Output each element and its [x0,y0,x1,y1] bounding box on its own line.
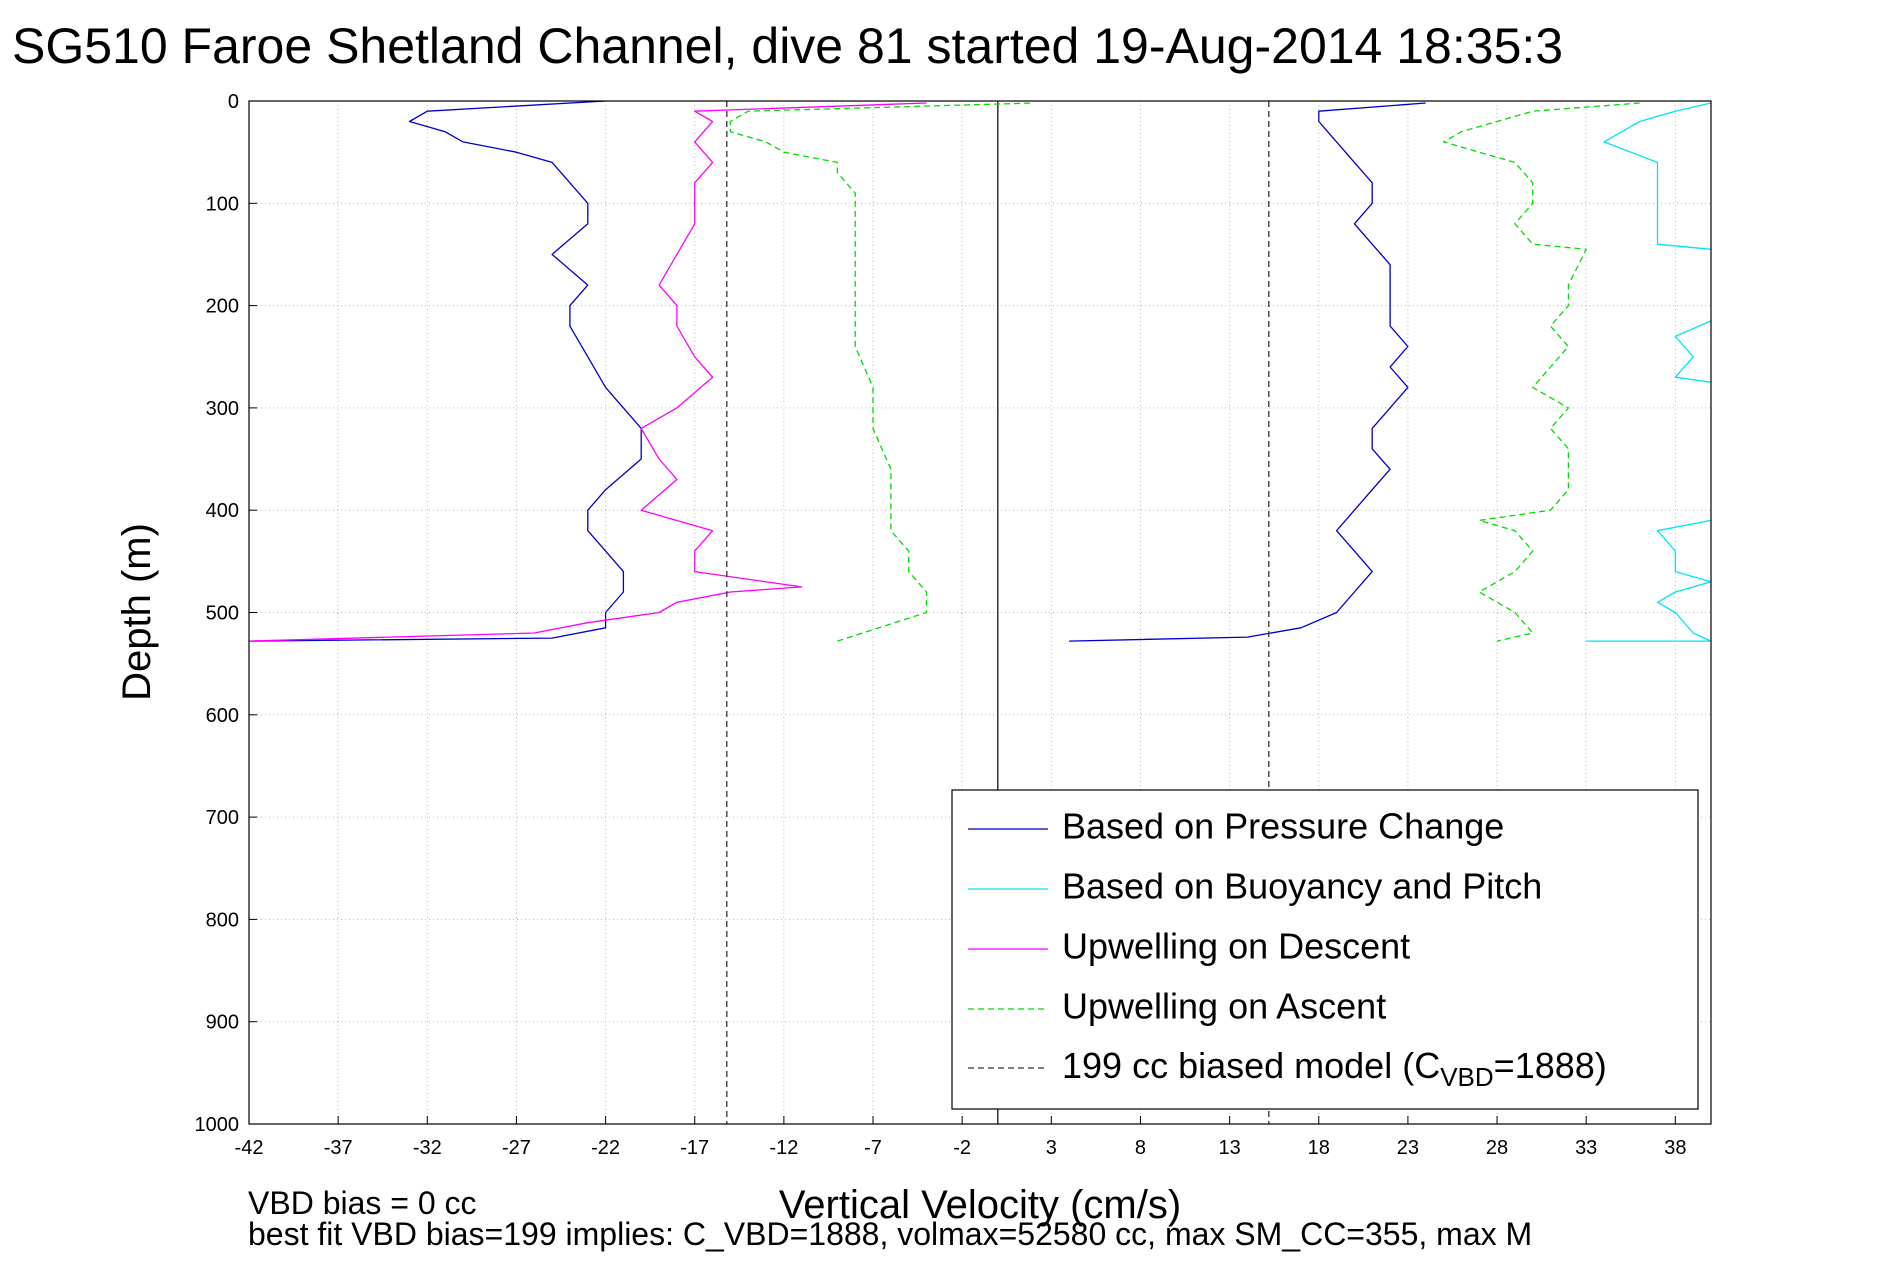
legend-label-2: Upwelling on Descent [1062,926,1410,967]
series-2 [249,102,927,642]
y-tick-label-0: 0 [228,91,239,113]
x-tick-label-1: -37 [324,1137,353,1159]
y-tick-label-5: 500 [206,603,239,625]
x-tick-label-10: 8 [1135,1137,1146,1159]
y-tick-label-3: 300 [206,398,239,420]
y-tick-label-2: 200 [206,296,239,318]
legend-label-3: Upwelling on Ascent [1062,986,1386,1027]
y-tick-label-4: 400 [206,500,239,522]
footer-line-2: best fit VBD bias=199 implies: C_VBD=188… [248,1216,1532,1252]
legend-bias-suffix: =1888) [1494,1045,1607,1086]
series-1-segment-0 [1603,102,1711,250]
x-tick-label-5: -17 [680,1137,709,1159]
x-tick-label-14: 28 [1486,1137,1508,1159]
x-tick-label-3: -27 [502,1137,531,1159]
legend-box [951,789,1699,1110]
y-tick-label-8: 800 [206,909,239,931]
series-2-segment-0 [249,102,927,642]
series-0 [249,101,1426,642]
x-tick-label-13: 23 [1397,1137,1419,1159]
chart-title: SG510 Faroe Shetland Channel, dive 81 st… [12,18,1563,74]
legend-bias-subscript: VBD [1440,1062,1493,1092]
series-1-segment-2 [1656,519,1711,642]
legend-label-0: Based on Pressure Change [1062,806,1504,847]
plot-area [249,101,1711,1124]
y-axis-label: Depth (m) [115,523,159,701]
y-tick-label-7: 700 [206,807,239,829]
x-axis-label: Vertical Velocity (cm/s) [779,1183,1181,1227]
x-tick-label-9: 3 [1046,1137,1057,1159]
x-tick-label-2: -32 [413,1137,442,1159]
series-0-segment-1 [1069,102,1426,642]
x-tick-label-7: -7 [864,1137,882,1159]
footer-line-1: VBD bias = 0 cc [248,1185,477,1221]
x-tick-label-8: -2 [953,1137,971,1159]
series-3-segment-0 [729,102,1034,642]
y-axis-ticks: 0 100 200 300 400 500 600 700 800 900 1000 [195,91,257,1136]
series-3 [729,102,1640,642]
legend-bias-prefix: 199 cc biased model (C [1062,1045,1440,1086]
x-tick-label-6: -12 [769,1137,798,1159]
series-0-segment-0 [249,101,642,642]
x-tick-label-16: 38 [1664,1137,1686,1159]
x-tick-label-11: 13 [1218,1137,1240,1159]
legend-label-1: Based on Buoyancy and Pitch [1062,866,1542,907]
legend: Based on Pressure Change Based on Buoyanc… [951,789,1699,1110]
series-3-segment-1 [1442,102,1640,642]
x-tick-label-15: 33 [1575,1137,1597,1159]
x-axis-ticks: -42 -37 -32 -27 -22 -17 -12 -7 -2 3 8 13 18 23 28 33 38 [235,1116,1686,1159]
x-tick-label-0: -42 [235,1137,264,1159]
series-1-segment-1 [1674,320,1711,383]
x-tick-label-4: -22 [591,1137,620,1159]
legend-label-bias-model: 199 cc biased model (CVBD=1888) [1062,1045,1607,1092]
series-1 [1586,102,1711,642]
y-tick-label-1: 100 [206,193,239,215]
y-tick-label-10: 1000 [195,1114,240,1136]
y-tick-label-9: 900 [206,1012,239,1034]
series-layer [249,101,1711,1124]
y-tick-label-6: 600 [206,705,239,727]
x-tick-label-12: 18 [1308,1137,1330,1159]
